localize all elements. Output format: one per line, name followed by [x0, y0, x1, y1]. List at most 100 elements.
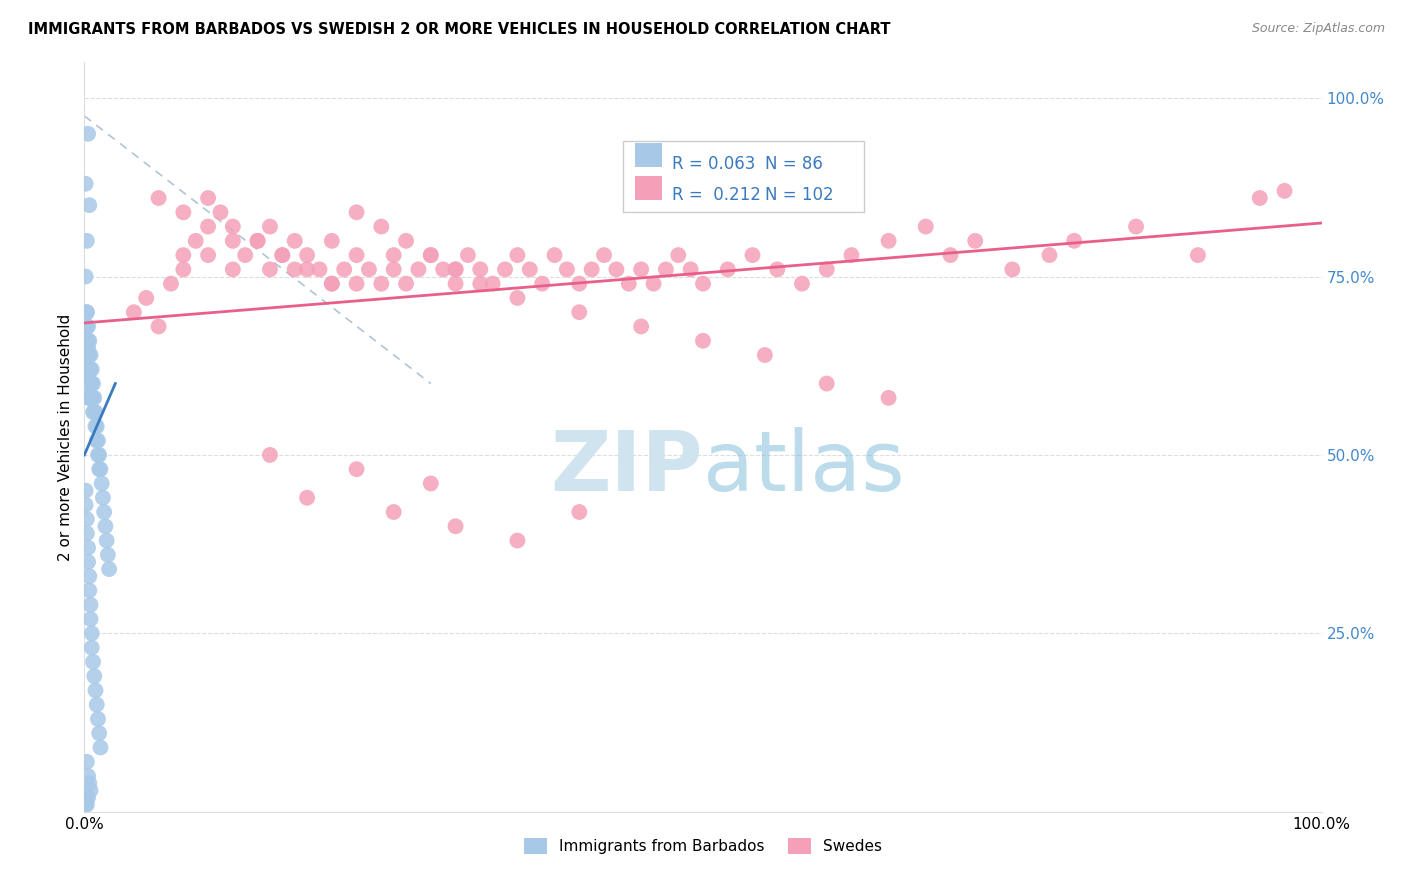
Point	[79, 783, 101, 797]
Point	[543, 248, 565, 262]
Point	[877, 391, 900, 405]
Point	[79, 776, 101, 790]
Point	[76, 797, 98, 812]
Point	[75, 177, 97, 191]
Point	[841, 248, 863, 262]
Point	[76, 305, 98, 319]
Point	[444, 277, 467, 291]
Point	[148, 191, 170, 205]
Point	[965, 234, 987, 248]
Point	[692, 277, 714, 291]
Point	[259, 262, 281, 277]
Point	[91, 491, 114, 505]
Point	[666, 248, 689, 262]
Point	[790, 277, 813, 291]
Point	[222, 234, 245, 248]
Point	[80, 640, 103, 655]
Text: N = 102: N = 102	[765, 186, 834, 204]
Point	[444, 262, 467, 277]
Point	[76, 526, 98, 541]
Point	[79, 391, 101, 405]
Point	[470, 262, 492, 277]
Point	[79, 376, 101, 391]
Point	[76, 348, 98, 362]
Point	[382, 505, 405, 519]
Point	[76, 334, 98, 348]
Point	[321, 234, 343, 248]
Point	[76, 305, 98, 319]
Point	[79, 391, 101, 405]
Point	[593, 248, 616, 262]
Point	[80, 626, 103, 640]
Point	[568, 505, 591, 519]
Point	[346, 248, 368, 262]
Point	[76, 755, 98, 769]
Point	[506, 248, 529, 262]
Point	[555, 262, 578, 277]
Point	[89, 740, 111, 755]
Point	[86, 419, 108, 434]
Point	[321, 277, 343, 291]
Point	[1274, 184, 1296, 198]
Point	[295, 491, 318, 505]
Point	[97, 548, 120, 562]
Point	[75, 269, 97, 284]
Point	[457, 248, 479, 262]
Point	[321, 277, 343, 291]
Point	[89, 726, 111, 740]
Point	[79, 334, 101, 348]
FancyBboxPatch shape	[623, 141, 863, 212]
Point	[370, 219, 392, 234]
Text: R =  0.212: R = 0.212	[672, 186, 761, 204]
Point	[80, 391, 103, 405]
Point	[79, 348, 101, 362]
Point	[87, 434, 110, 448]
Point	[83, 405, 105, 419]
Point	[80, 362, 103, 376]
Point	[271, 248, 294, 262]
Point	[333, 262, 356, 277]
Point	[79, 348, 101, 362]
Point	[1125, 219, 1147, 234]
Bar	[636, 144, 662, 168]
Bar	[636, 176, 662, 200]
Point	[77, 790, 100, 805]
Point	[172, 205, 194, 219]
Point	[75, 483, 97, 498]
Point	[184, 234, 207, 248]
Point	[271, 248, 294, 262]
Point	[84, 419, 107, 434]
Point	[172, 248, 194, 262]
Point	[77, 376, 100, 391]
Point	[90, 476, 112, 491]
Point	[419, 248, 441, 262]
Point	[83, 391, 105, 405]
Point	[357, 262, 380, 277]
Point	[79, 569, 101, 583]
Point	[1063, 234, 1085, 248]
Point	[82, 391, 104, 405]
Point	[506, 291, 529, 305]
Point	[197, 248, 219, 262]
Legend: Immigrants from Barbados, Swedes: Immigrants from Barbados, Swedes	[517, 832, 889, 860]
Point	[89, 448, 111, 462]
Point	[135, 291, 157, 305]
Point	[79, 376, 101, 391]
Point	[197, 219, 219, 234]
Point	[444, 519, 467, 533]
Point	[80, 376, 103, 391]
Point	[86, 434, 108, 448]
Point	[259, 219, 281, 234]
Point	[754, 348, 776, 362]
Point	[766, 262, 789, 277]
Point	[630, 262, 652, 277]
Point	[432, 262, 454, 277]
Point	[77, 341, 100, 355]
Point	[531, 277, 554, 291]
Point	[382, 248, 405, 262]
Point	[470, 277, 492, 291]
Point	[86, 698, 108, 712]
Point	[284, 234, 307, 248]
Text: IMMIGRANTS FROM BARBADOS VS SWEDISH 2 OR MORE VEHICLES IN HOUSEHOLD CORRELATION : IMMIGRANTS FROM BARBADOS VS SWEDISH 2 OR…	[28, 22, 890, 37]
Text: ZIP: ZIP	[551, 426, 703, 508]
